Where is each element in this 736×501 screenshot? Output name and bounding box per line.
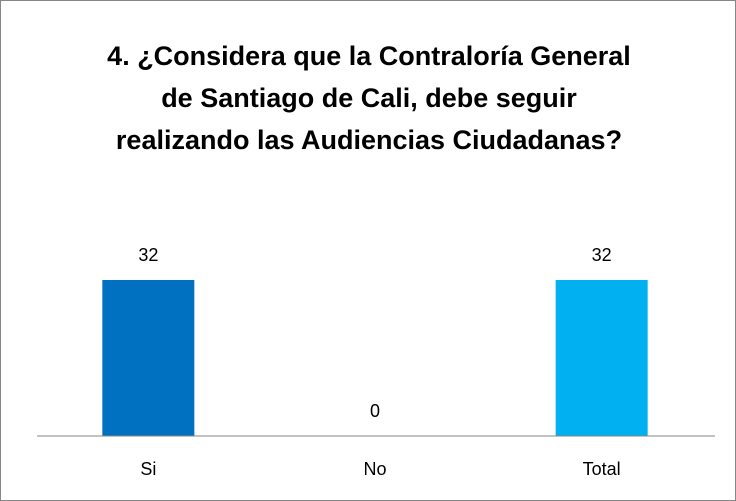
bar xyxy=(102,280,195,436)
data-label: 32 xyxy=(138,245,158,265)
x-tick-label: No xyxy=(363,459,386,479)
bar xyxy=(555,280,648,436)
x-tick-label: Si xyxy=(140,459,156,479)
x-tick-label: Total xyxy=(583,459,621,479)
data-label: 32 xyxy=(592,245,612,265)
data-label: 0 xyxy=(370,401,380,421)
chart-title: 4. ¿Considera que la Contraloría General… xyxy=(107,41,631,155)
